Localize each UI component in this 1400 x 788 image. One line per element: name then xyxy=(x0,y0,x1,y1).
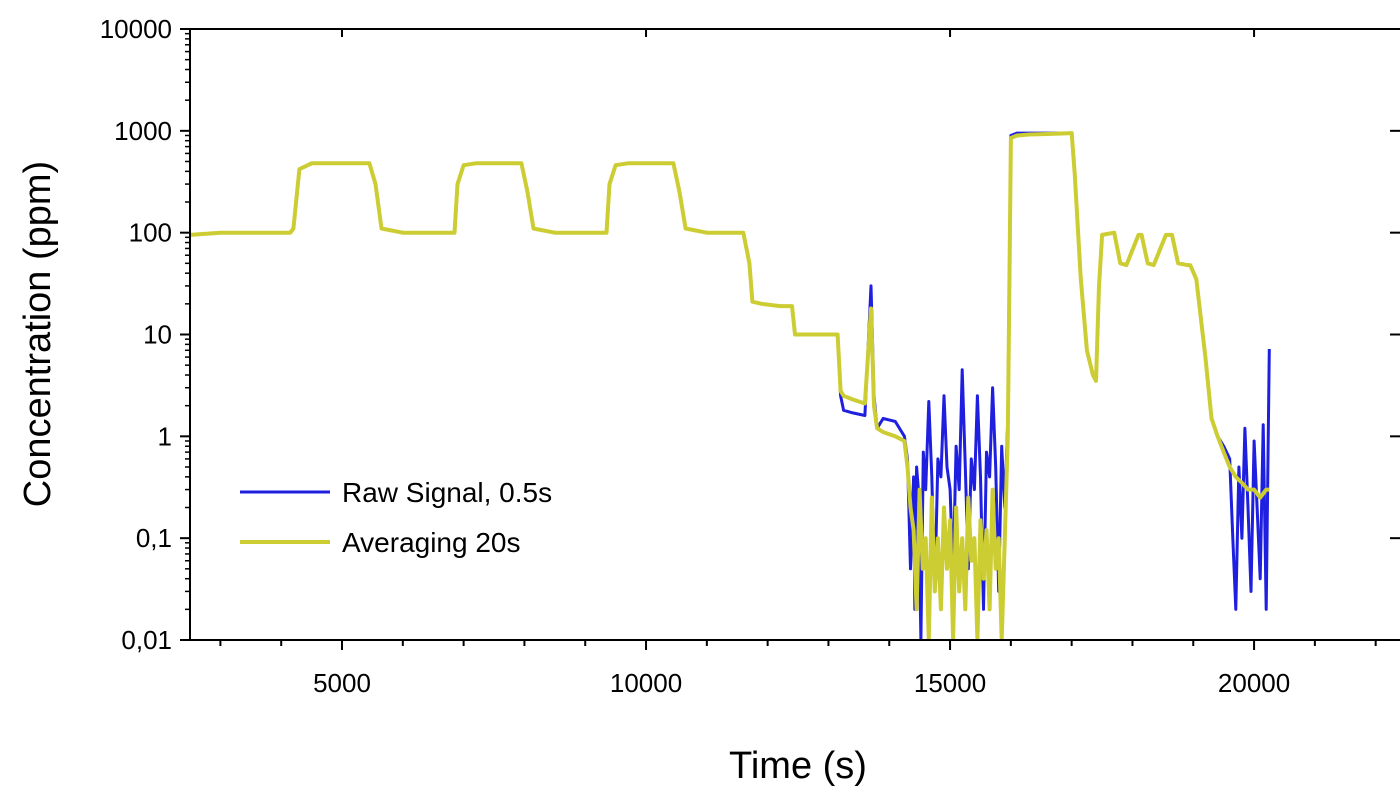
axes-layer xyxy=(180,28,1400,650)
y-tick-label: 10 xyxy=(143,320,172,350)
x-tick-label: 15000 xyxy=(914,668,986,698)
x-tick-label: 20000 xyxy=(1218,668,1290,698)
series-layer xyxy=(190,131,1271,640)
y-tick-label: 0,01 xyxy=(121,625,172,655)
legend-label-averaging: Averaging 20s xyxy=(342,527,521,558)
x-axis-title: Time (s) xyxy=(729,745,867,787)
y-tick-label: 10000 xyxy=(100,14,172,44)
labels-layer: 0,01 0,1 1 10 100 1000 10000 5000 10000 15000 2000… xyxy=(17,14,1290,787)
series-line-raw-signal xyxy=(190,131,1271,640)
x-tick-label: 10000 xyxy=(610,668,682,698)
series-line-averaging xyxy=(190,131,1270,640)
y-tick-label: 100 xyxy=(129,218,172,248)
y-tick-label: 1 xyxy=(158,421,172,451)
y-tick-label: 0,1 xyxy=(136,523,172,553)
legend-label-raw-signal: Raw Signal, 0.5s xyxy=(342,477,552,508)
x-tick-label: 5000 xyxy=(313,668,371,698)
y-tick-label: 1000 xyxy=(114,116,172,146)
legend: Raw Signal, 0.5s Averaging 20s xyxy=(240,477,552,558)
y-axis-title: Concentration (ppm) xyxy=(17,161,59,507)
